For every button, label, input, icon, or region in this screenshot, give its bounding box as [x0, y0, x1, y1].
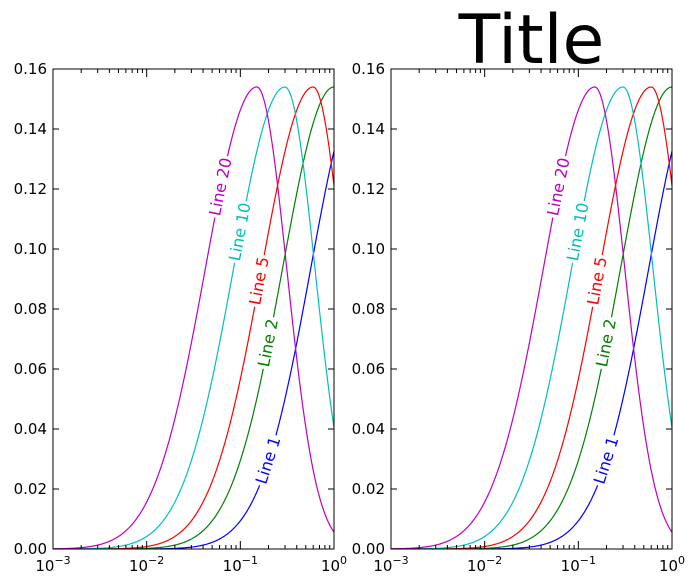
axes-frame — [52, 68, 335, 550]
x-tick-label: 10−3 — [35, 554, 70, 575]
y-tick-label: 0.16 — [352, 60, 385, 78]
x-tick-label: 100 — [659, 554, 685, 575]
x-tick-label: 100 — [321, 554, 347, 575]
y-tick-label: 0.02 — [14, 480, 47, 498]
y-tick-label: 0.00 — [352, 540, 385, 558]
series-label-line-1: Line 1 — [590, 434, 623, 486]
label-gap — [563, 199, 592, 265]
series-line-line-1 — [53, 151, 334, 549]
chart-title: Title — [458, 1, 605, 80]
series-line-line-1 — [391, 151, 672, 549]
y-tick-label: 0.14 — [14, 120, 47, 138]
y-tick-label: 0.00 — [14, 540, 47, 558]
series-label-line-20: Line 20 — [205, 156, 235, 217]
series-label-line-1: Line 1 — [252, 434, 285, 486]
x-tick-label: 10−1 — [561, 554, 596, 575]
y-tick-label: 0.06 — [352, 360, 385, 378]
series-label-line-2: Line 2 — [254, 317, 282, 368]
axes-frame — [390, 68, 673, 550]
series-label-line-2: Line 2 — [592, 317, 620, 368]
series-label-line-5: Line 5 — [583, 255, 610, 306]
series-line-line-10 — [391, 86, 672, 549]
y-tick-label: 0.10 — [352, 240, 385, 258]
y-tick-label: 0.08 — [14, 300, 47, 318]
y-tick-label: 0.04 — [14, 420, 47, 438]
x-tick-label: 10−2 — [129, 554, 164, 575]
series-label-line-10: Line 10 — [225, 201, 254, 262]
y-tick-label: 0.10 — [14, 240, 47, 258]
label-gap — [205, 154, 236, 220]
label-gap — [592, 315, 620, 371]
series-line-line-20 — [53, 86, 334, 549]
label-gap — [583, 253, 611, 309]
y-tick-label: 0.14 — [352, 120, 385, 138]
label-gap — [254, 315, 282, 371]
series-line-line-10 — [53, 86, 334, 549]
y-tick-label: 0.04 — [352, 420, 385, 438]
x-tick-label: 10−3 — [373, 554, 408, 575]
series-label-line-10: Line 10 — [563, 201, 592, 262]
label-gap — [225, 199, 254, 265]
y-tick-label: 0.12 — [352, 180, 385, 198]
y-tick-label: 0.08 — [352, 300, 385, 318]
y-tick-label: 0.06 — [14, 360, 47, 378]
y-tick-label: 0.12 — [14, 180, 47, 198]
series-line-line-20 — [391, 86, 672, 549]
x-tick-label: 10−2 — [467, 554, 502, 575]
label-gap — [245, 253, 273, 309]
series-label-line-5: Line 5 — [245, 255, 272, 306]
y-tick-label: 0.02 — [352, 480, 385, 498]
series-label-line-20: Line 20 — [543, 156, 573, 217]
label-gap — [251, 432, 285, 488]
label-gap — [543, 154, 574, 220]
y-tick-label: 0.16 — [14, 60, 47, 78]
x-tick-label: 10−1 — [223, 554, 258, 575]
label-gap — [589, 432, 623, 488]
